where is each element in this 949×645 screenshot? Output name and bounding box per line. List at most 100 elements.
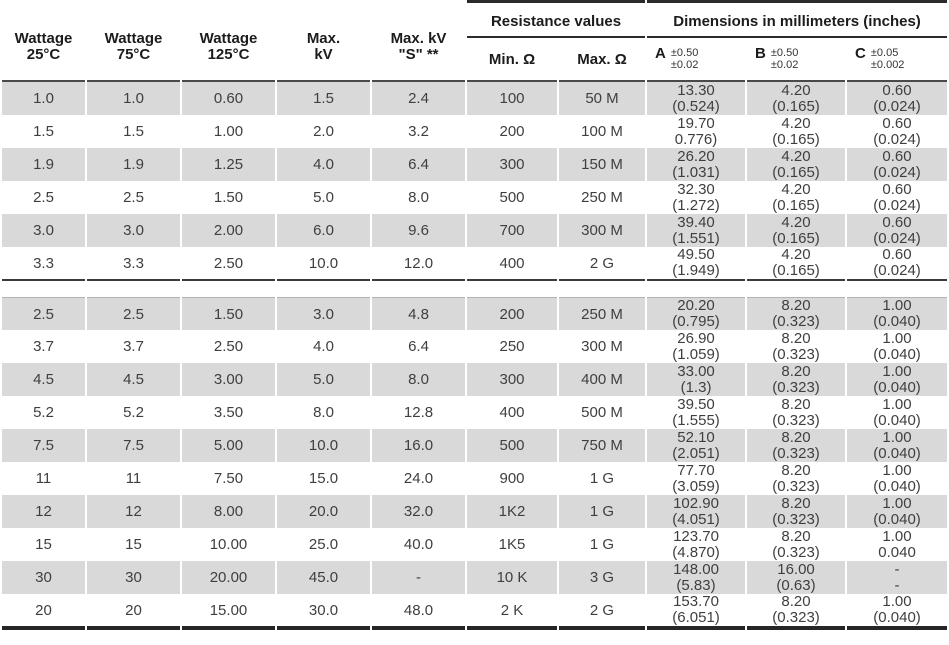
cell-dim-a: 123.70 (4.870) <box>647 528 746 561</box>
cell-w25: 20 <box>2 594 85 630</box>
cell-min-ohm: 250 <box>467 330 557 363</box>
cell-w25: 1.0 <box>2 82 85 115</box>
cell-dim-a: 39.40 (1.551) <box>647 214 746 247</box>
cell-dim-c: 1.00 (0.040) <box>847 297 948 330</box>
cell-max-kv: 1.5 <box>277 82 370 115</box>
cell-dim-a: 26.20 (1.031) <box>647 148 746 181</box>
cell-w25: 11 <box>2 462 85 495</box>
column-header-dim-c: C ±0.05 ±0.002 <box>847 38 948 82</box>
cell-w25: 3.7 <box>2 330 85 363</box>
cell-w25: 1.9 <box>2 148 85 181</box>
cell-dim-c: 1.00 (0.040) <box>847 462 948 495</box>
cell-max-ohm: 400 M <box>559 363 646 396</box>
cell-min-ohm: 2 K <box>467 594 557 630</box>
cell-max-ohm: 1 G <box>559 495 646 528</box>
wattage-25-line2: 25°C <box>26 46 61 63</box>
cell-max-ohm: 300 M <box>559 330 646 363</box>
cell-max-kv: 25.0 <box>277 528 370 561</box>
cell-max-kv-s: - <box>372 561 465 594</box>
max-kv-line2: kV <box>314 46 333 63</box>
cell-dim-c: 0.60 (0.024) <box>847 115 948 148</box>
cell-max-kv: 4.0 <box>277 330 370 363</box>
cell-min-ohm: 500 <box>467 429 557 462</box>
cell-dim-c: 0.60 (0.024) <box>847 247 948 281</box>
cell-w25: 15 <box>2 528 85 561</box>
cell-dim-a: 49.50 (1.949) <box>647 247 746 281</box>
cell-max-ohm: 250 M <box>559 181 646 214</box>
cell-dim-a: 33.00 (1.3) <box>647 363 746 396</box>
cell-dim-a: 20.20 (0.795) <box>647 297 746 330</box>
cell-dim-c: 0.60 (0.024) <box>847 82 948 115</box>
cell-dim-b: 8.20 (0.323) <box>747 297 846 330</box>
cell-w25: 2.5 <box>2 297 85 330</box>
cell-max-kv: 8.0 <box>277 396 370 429</box>
cell-min-ohm: 300 <box>467 148 557 181</box>
group-header-dimensions: Dimensions in millimeters (inches) <box>647 0 948 38</box>
cell-w75: 30 <box>87 561 180 594</box>
spec-table: Wattage 25°C Wattage 75°C Wattage 125°C … <box>2 0 948 630</box>
table-row: 1.5 1.5 1.00 2.0 3.2 200 100 M 19.70 0.776) 4.20(… <box>2 115 948 148</box>
cell-dim-a: 102.90 (4.051) <box>647 495 746 528</box>
cell-dim-b: 8.20 (0.323) <box>747 594 846 630</box>
cell-max-ohm: 150 M <box>559 148 646 181</box>
cell-w125: 2.00 <box>182 214 275 247</box>
cell-dim-b: 8.20 (0.323) <box>747 462 846 495</box>
cell-w125: 1.50 <box>182 297 275 330</box>
cell-w25: 12 <box>2 495 85 528</box>
column-header-wattage-75: Wattage 75°C <box>87 0 180 82</box>
cell-w125: 8.00 <box>182 495 275 528</box>
cell-w75: 1.9 <box>87 148 180 181</box>
cell-max-kv-s: 16.0 <box>372 429 465 462</box>
column-header-max-kv-s: Max. kV "S" ** <box>372 0 465 82</box>
cell-max-ohm: 2 G <box>559 247 646 281</box>
cell-dim-a: 52.10 (2.051) <box>647 429 746 462</box>
cell-w125: 10.00 <box>182 528 275 561</box>
table-body: 1.0 1.0 0.60 1.5 2.4 100 50 M 13.30 (0.524) 4.20(… <box>2 82 948 630</box>
cell-w75: 12 <box>87 495 180 528</box>
cell-dim-a: 39.50 (1.555) <box>647 396 746 429</box>
cell-max-kv: 6.0 <box>277 214 370 247</box>
cell-min-ohm: 1K2 <box>467 495 557 528</box>
dim-b-tolerance-bottom: ±0.02 <box>770 59 799 71</box>
cell-dim-b: 8.20 (0.323) <box>747 330 846 363</box>
table-row: 1.0 1.0 0.60 1.5 2.4 100 50 M 13.30 (0.524) 4.20(… <box>2 82 948 115</box>
cell-w75: 11 <box>87 462 180 495</box>
cell-max-kv: 5.0 <box>277 181 370 214</box>
table-row: 3.0 3.0 2.00 6.0 9.6 700 300 M 39.40 (1.551) 4.20… <box>2 214 948 247</box>
column-header-wattage-25: Wattage 25°C <box>2 0 85 82</box>
column-header-min-ohm: Min. Ω <box>467 38 557 82</box>
cell-w25: 2.5 <box>2 181 85 214</box>
cell-dim-c: -- <box>847 561 948 594</box>
wattage-125-line2: 125°C <box>207 46 250 63</box>
cell-max-kv: 4.0 <box>277 148 370 181</box>
cell-w75: 7.5 <box>87 429 180 462</box>
cell-w25: 30 <box>2 561 85 594</box>
cell-max-kv-s: 6.4 <box>372 330 465 363</box>
cell-max-kv-s: 2.4 <box>372 82 465 115</box>
cell-w75: 4.5 <box>87 363 180 396</box>
cell-dim-a: 148.00 (5.83) <box>647 561 746 594</box>
dim-b-tolerance-top: ±0.50 <box>770 47 799 59</box>
cell-dim-c: 0.60 (0.024) <box>847 214 948 247</box>
column-header-max-ohm: Max. Ω <box>559 38 646 82</box>
table-row: 15 15 10.00 25.0 40.0 1K5 1 G 123.70 (4.870) 8.20… <box>2 528 948 561</box>
cell-dim-b: 16.00 (0.63) <box>747 561 846 594</box>
wattage-125-line1: Wattage <box>199 30 258 47</box>
dim-a-tolerance-top: ±0.50 <box>670 47 699 59</box>
cell-w125: 15.00 <box>182 594 275 630</box>
cell-max-kv: 30.0 <box>277 594 370 630</box>
cell-max-kv-s: 3.2 <box>372 115 465 148</box>
cell-max-kv-s: 4.8 <box>372 297 465 330</box>
cell-max-kv: 10.0 <box>277 429 370 462</box>
cell-w75: 2.5 <box>87 297 180 330</box>
cell-max-kv: 10.0 <box>277 247 370 281</box>
cell-min-ohm: 500 <box>467 181 557 214</box>
cell-max-kv-s: 24.0 <box>372 462 465 495</box>
table-row: 3.7 3.7 2.50 4.0 6.4 250 300 M 26.90 (1.059) 8.20… <box>2 330 948 363</box>
cell-dim-b: 4.20 (0.165) <box>747 181 846 214</box>
cell-max-ohm: 500 M <box>559 396 646 429</box>
dim-a-tolerance-bottom: ±0.02 <box>670 59 699 71</box>
cell-min-ohm: 10 K <box>467 561 557 594</box>
